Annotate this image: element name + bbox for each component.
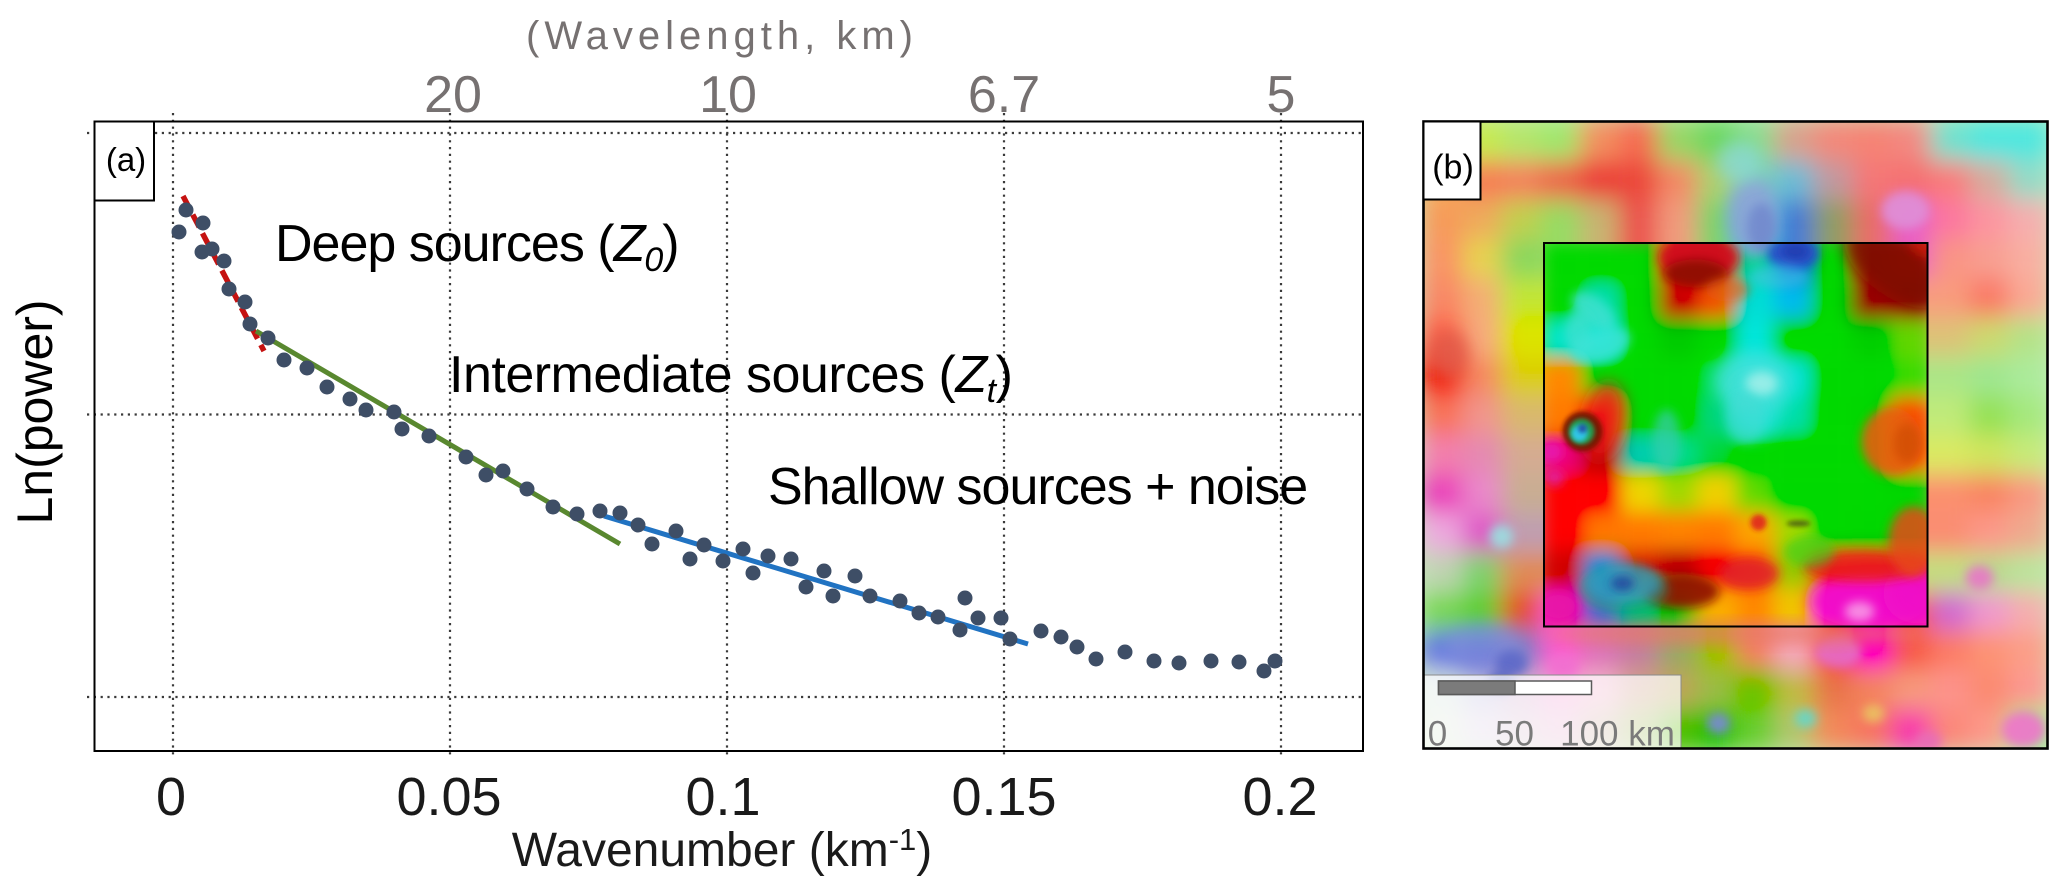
svg-text:6.7: 6.7 <box>968 66 1040 124</box>
svg-text:(a): (a) <box>106 141 146 178</box>
svg-text:0.15: 0.15 <box>951 767 1056 827</box>
svg-text:(Wavelength, km): (Wavelength, km) <box>526 14 918 58</box>
svg-text:Intermediate sources (Zt): Intermediate sources (Zt) <box>449 346 1012 410</box>
svg-text:Shallow sources + noise: Shallow sources + noise <box>768 458 1307 516</box>
svg-text:100 km: 100 km <box>1560 715 1675 754</box>
svg-text:Deep sources (Z0): Deep sources (Z0) <box>275 215 679 279</box>
svg-text:20: 20 <box>424 66 482 124</box>
svg-text:Ln(power): Ln(power) <box>7 299 63 524</box>
svg-text:0.05: 0.05 <box>396 767 501 827</box>
svg-text:0.1: 0.1 <box>685 767 760 827</box>
svg-text:10: 10 <box>699 66 757 124</box>
svg-text:50: 50 <box>1495 715 1534 754</box>
svg-text:0.2: 0.2 <box>1242 767 1317 827</box>
svg-text:(b): (b) <box>1432 149 1474 187</box>
svg-text:Wavenumber (km-1): Wavenumber (km-1) <box>512 822 933 877</box>
svg-text:0: 0 <box>1428 715 1447 754</box>
svg-text:0: 0 <box>156 767 186 827</box>
svg-text:5: 5 <box>1267 66 1296 124</box>
